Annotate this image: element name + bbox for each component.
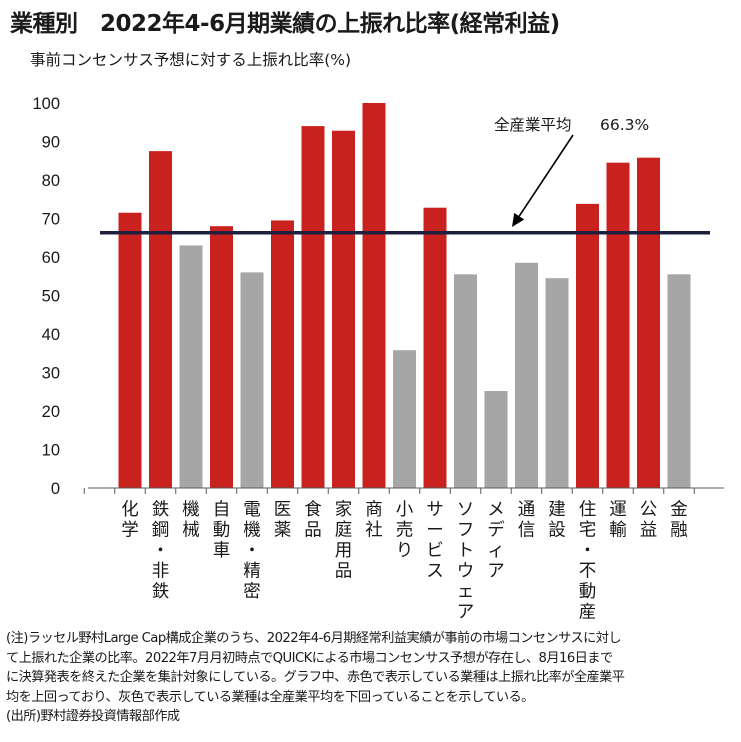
y-tick-label: 60: [42, 249, 60, 267]
bar: [637, 157, 660, 489]
footnote-line: 均を上回っており、灰色で表示している業種は全産業平均を下回っていることを示してい…: [6, 689, 534, 705]
x-category-label: 鉄鋼・非鉄: [152, 500, 170, 602]
bar: [332, 130, 355, 488]
y-axis-ticks: 0 10 20 30 40 50 60 70 80 90 100: [32, 95, 60, 498]
bar: [576, 203, 599, 488]
footnotes: (注)ラッセル野村Large Cap構成企業のうち、2022年4-6月期経常利益…: [6, 629, 736, 727]
footnote-line: て上振れた企業の比率。2022年7月月初時点でQUICKによる市場コンセンサス予…: [6, 650, 613, 666]
bar: [484, 390, 508, 488]
bar: [545, 278, 569, 488]
x-category-label: 食品: [304, 500, 322, 541]
bar: [240, 272, 264, 488]
x-category-label: 金融: [670, 500, 688, 541]
x-category-label: 医薬: [274, 500, 292, 541]
bar: [515, 262, 538, 488]
y-tick-label: 50: [42, 288, 60, 306]
chart-title: 業種別 2022年4-6月期業績の上振れ比率(経常利益): [10, 11, 560, 37]
bar: [423, 207, 447, 488]
x-category-label: 自動車: [213, 500, 231, 561]
x-category-label: 建設: [548, 500, 566, 541]
x-category-label: 商社: [365, 500, 383, 541]
footnote-line: に決算発表を終えた企業を集計対象にしている。グラフ中、赤色で表示している業種は上…: [6, 670, 625, 685]
average-label: 全産業平均: [494, 116, 572, 134]
y-tick-label: 10: [42, 442, 60, 460]
bar: [118, 212, 142, 488]
footnote-line: (注)ラッセル野村Large Cap構成企業のうち、2022年4-6月期経常利益…: [6, 631, 622, 646]
y-tick-label: 40: [42, 326, 60, 344]
y-tick-label: 70: [42, 211, 60, 229]
y-tick-label: 30: [42, 365, 60, 383]
bar: [667, 274, 691, 488]
x-category-label: 通信: [518, 500, 536, 541]
bar: [210, 226, 233, 488]
bar: [149, 151, 172, 488]
average-arrow: [518, 134, 574, 217]
x-category-label: サービス: [426, 500, 444, 582]
x-category-label: 住宅・不動産: [579, 500, 597, 623]
x-category-label: 機械: [182, 500, 200, 541]
average-arrowhead: [512, 212, 525, 227]
y-tick-label: 90: [42, 134, 60, 152]
y-tick-label: 80: [42, 172, 60, 190]
x-category-label: メディア: [487, 500, 505, 582]
x-category-label: ソフトウェア: [457, 500, 475, 623]
average-value-label: 66.3%: [600, 116, 649, 134]
source-line: (出所)野村證券投資情報部作成: [6, 709, 180, 724]
bar-series: [118, 103, 691, 489]
category-labels: 化学鉄鋼・非鉄機械自動車電機・精密医薬食品家庭用品商社小売りサービスソフトウェア…: [121, 500, 688, 623]
bar: [393, 350, 416, 488]
y-tick-label: 20: [42, 403, 60, 421]
bar: [454, 274, 477, 488]
x-category-label: 公益: [640, 500, 658, 541]
chart-subtitle: 事前コンセンサス予想に対する上振れ比率(%): [30, 51, 352, 69]
x-axis-ticks: [83, 488, 695, 494]
y-tick-label: 0: [51, 480, 60, 498]
bar: [301, 126, 325, 488]
x-category-label: 電機・精密: [243, 500, 261, 602]
bar-chart: 0 10 20 30 40 50 60 70 80 90 100 化学鉄鋼・非鉄機械自動車電機・精密…: [32, 95, 724, 623]
x-category-label: 小売り: [396, 500, 414, 561]
y-tick-label: 100: [32, 95, 60, 113]
x-category-label: 化学: [121, 500, 139, 541]
bar: [362, 103, 386, 488]
x-category-label: 運輸: [609, 500, 627, 541]
x-category-label: 家庭用品: [335, 500, 353, 582]
bar: [606, 162, 630, 489]
bar: [179, 245, 203, 488]
bar: [271, 220, 294, 489]
